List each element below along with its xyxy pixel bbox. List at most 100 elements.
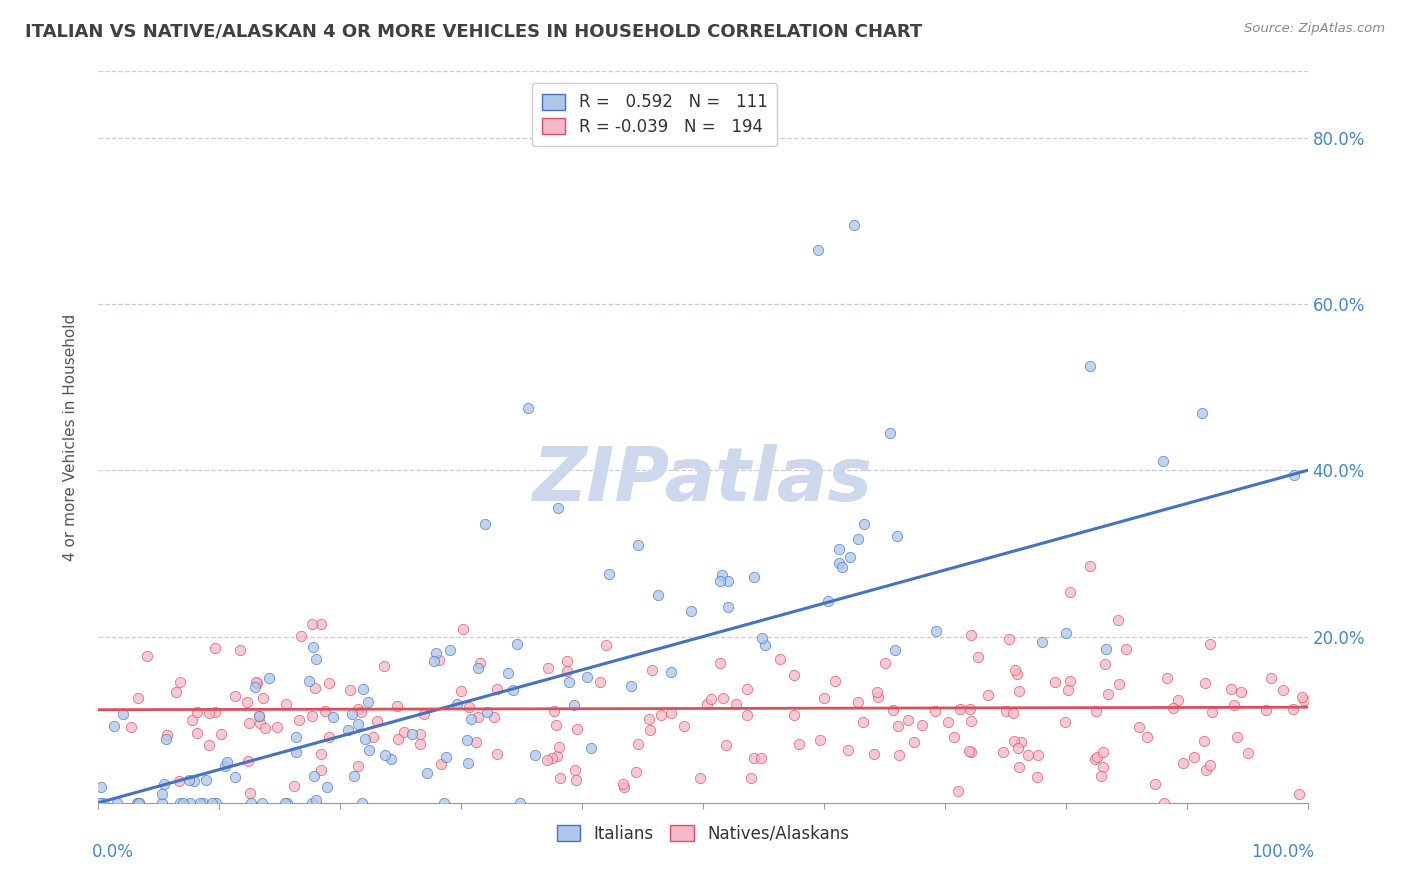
Point [167,773,190,788]
Point [172,796,194,810]
Point [717,600,740,615]
Point [245,674,267,689]
Point [305,793,328,807]
Point [266,720,288,734]
Text: 0.0%: 0.0% [93,843,134,861]
Point [446,697,468,711]
Point [361,731,384,745]
Point [828,541,851,556]
Point [429,757,451,772]
Point [215,756,238,770]
Point [318,730,340,744]
Point [711,690,734,705]
Point [1143,777,1166,791]
Point [155,731,177,746]
Point [647,588,669,602]
Point [366,714,388,728]
Point [1167,693,1189,707]
Point [415,765,437,780]
Point [1095,641,1118,656]
Point [959,702,981,716]
Point [783,668,806,682]
Point [544,718,567,732]
Point [1288,787,1310,801]
Point [576,670,599,684]
Point [1191,406,1213,420]
Point [373,659,395,673]
Point [304,681,326,696]
Point [103,719,125,733]
Point [506,637,529,651]
Point [205,796,228,810]
Point [564,698,586,712]
Point [650,708,672,723]
Point [595,638,617,652]
Point [409,727,432,741]
Point [640,723,662,737]
Point [1010,735,1032,749]
Point [337,723,360,737]
Point [1192,734,1215,748]
Point [350,705,373,719]
Point [467,661,489,675]
Point [353,731,375,746]
Point [846,532,869,546]
Point [853,516,876,531]
Point [482,710,505,724]
Point [450,684,472,698]
Point [502,683,524,698]
Point [254,721,277,735]
Point [236,754,259,768]
Point [346,717,368,731]
Point [1026,771,1049,785]
Point [240,796,263,810]
Point [1282,467,1305,482]
Point [882,703,904,717]
Point [316,780,339,794]
Point [742,750,765,764]
Text: ZIPatlas: ZIPatlas [533,444,873,517]
Point [1115,642,1137,657]
Point [1057,682,1080,697]
Point [1085,750,1108,764]
Point [252,691,274,706]
Point [957,744,980,758]
Point [1282,702,1305,716]
Point [828,556,851,570]
Point [769,652,792,666]
Point [711,568,734,582]
Point [1084,752,1107,766]
Point [204,705,226,719]
Point [516,401,538,415]
Point [1043,675,1066,690]
Point [851,714,873,729]
Point [434,750,457,764]
Point [359,743,381,757]
Point [911,718,934,732]
Point [301,616,323,631]
Point [1220,682,1243,697]
Point [247,709,270,723]
Point [1059,584,1081,599]
Point [89,796,111,810]
Point [735,707,758,722]
Point [709,574,731,588]
Point [284,745,307,759]
Point [689,771,711,785]
Point [887,718,910,732]
Point [807,243,830,257]
Point [128,796,150,810]
Point [787,737,810,751]
Point [314,704,336,718]
Point [120,720,142,734]
Point [1153,796,1175,810]
Point [305,652,328,666]
Point [236,696,259,710]
Point [1271,682,1294,697]
Point [181,713,204,727]
Point [659,665,682,679]
Point [889,747,911,762]
Point [309,747,332,761]
Point [112,706,135,721]
Point [152,777,174,791]
